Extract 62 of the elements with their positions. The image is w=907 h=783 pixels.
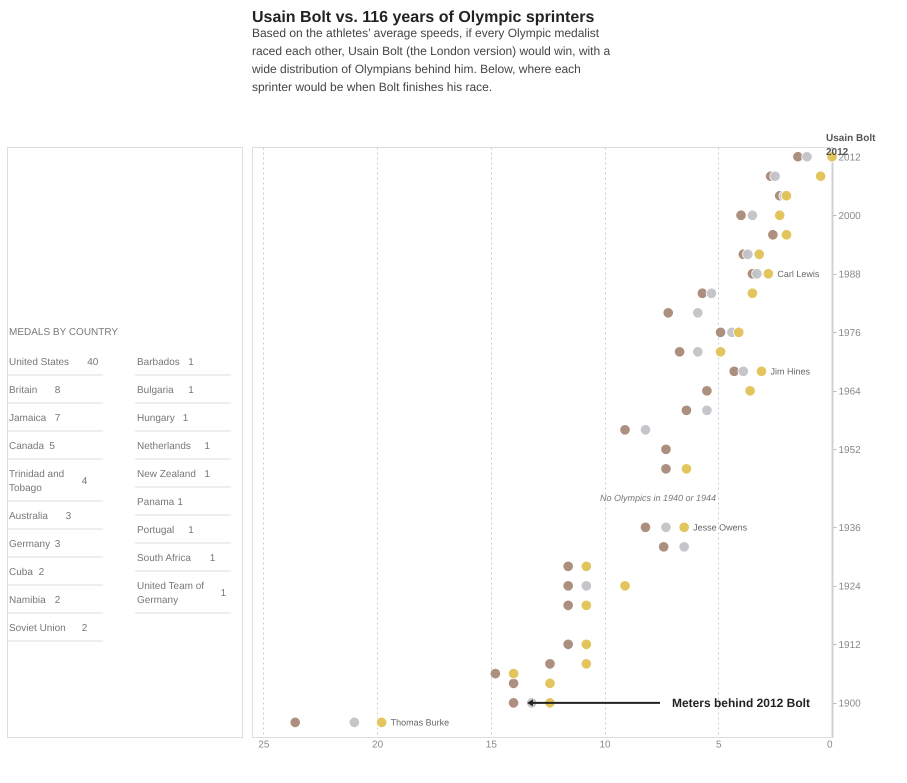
data-label: 5 <box>49 441 56 452</box>
category-label: South Africa <box>137 553 192 564</box>
category-label: Barbados <box>137 357 180 368</box>
annotation: No Olympics in 1940 or 1944 <box>600 493 716 504</box>
data-label: 1 <box>220 588 227 599</box>
category-label: Cuba <box>9 567 34 578</box>
data-label: 2 <box>54 595 61 606</box>
category-label: Namibia <box>9 595 46 606</box>
data-label: 1 <box>204 469 210 480</box>
annotation: Thomas Burke <box>390 717 450 728</box>
x-tick-label: 20 <box>372 740 384 750</box>
data-label: 1 <box>188 525 194 536</box>
category-label: United States <box>9 357 70 368</box>
category-label: Trinidad and Tobago <box>9 469 64 494</box>
chart-subtitle: Based on the athletes’ average speeds, if every Olympic medalist raced each other, Usain Bolt (the London version) would win, with a wide distribution of Olympians behind him. Below, where each sprinter would be when Bolt finishes his race. <box>251 26 611 94</box>
category-label: Canada <box>9 441 44 452</box>
category-label: Bulgaria <box>137 385 174 396</box>
category-label: Soviet Union <box>9 623 66 634</box>
category-label: Hungary <box>137 413 175 424</box>
data-label: 4 <box>82 476 88 487</box>
x-tick-label: 0 <box>826 740 833 750</box>
annotation: Carl Lewis <box>777 268 820 279</box>
data-label: 40 <box>87 357 99 368</box>
data-label: 1 <box>204 441 210 452</box>
x-tick-label: 15 <box>486 740 498 750</box>
category-label: Australia <box>9 511 48 522</box>
category-label: Netherlands <box>137 441 191 452</box>
data-label: 1 <box>177 497 184 508</box>
category-label: United Team of Germany <box>137 581 204 606</box>
category-label: Germany <box>9 539 50 550</box>
x-axis-title: Meters behind 2012 Bolt <box>672 696 810 710</box>
y-tick-label: 1976 <box>838 328 862 339</box>
category-label: Portugal <box>137 525 174 536</box>
data-label: 2 <box>82 623 88 634</box>
data-label: 1 <box>182 413 189 424</box>
y-tick-label: 1988 <box>838 269 862 280</box>
y-tick-label: 1924 <box>838 581 862 592</box>
category-label: Jamaica <box>9 413 47 424</box>
y-tick-label: 1964 <box>838 386 862 398</box>
y-tick-label: 1912 <box>838 640 862 651</box>
data-label: 1 <box>188 357 194 368</box>
x-tick-label: 25 <box>258 740 270 750</box>
annotation: Jesse Owens <box>693 522 748 532</box>
data-label: 7 <box>54 413 61 424</box>
annotation: Jim Hines <box>770 366 810 376</box>
category-label: New Zealand <box>137 469 196 480</box>
y-tick-label: 2000 <box>838 210 862 222</box>
data-label: 1 <box>210 553 216 564</box>
data-label: 8 <box>54 385 61 396</box>
x-tick-label: 5 <box>716 740 722 750</box>
x-tick-label: 10 <box>599 740 612 750</box>
y-tick-label: 1900 <box>838 698 862 710</box>
y-tick-label: 1936 <box>838 522 862 534</box>
data-label: 2 <box>38 567 45 578</box>
data-label: 3 <box>54 539 61 550</box>
chart-title: Usain Bolt vs. 116 years of Olympic sprinters <box>252 9 594 26</box>
y-tick-label: 1952 <box>838 444 862 456</box>
data-label: 3 <box>66 511 72 522</box>
category-label: Panama <box>137 497 175 508</box>
text: MEDALS BY COUNTRY <box>9 327 118 338</box>
category-label: Britain <box>9 385 38 396</box>
data-label: 1 <box>188 385 194 396</box>
